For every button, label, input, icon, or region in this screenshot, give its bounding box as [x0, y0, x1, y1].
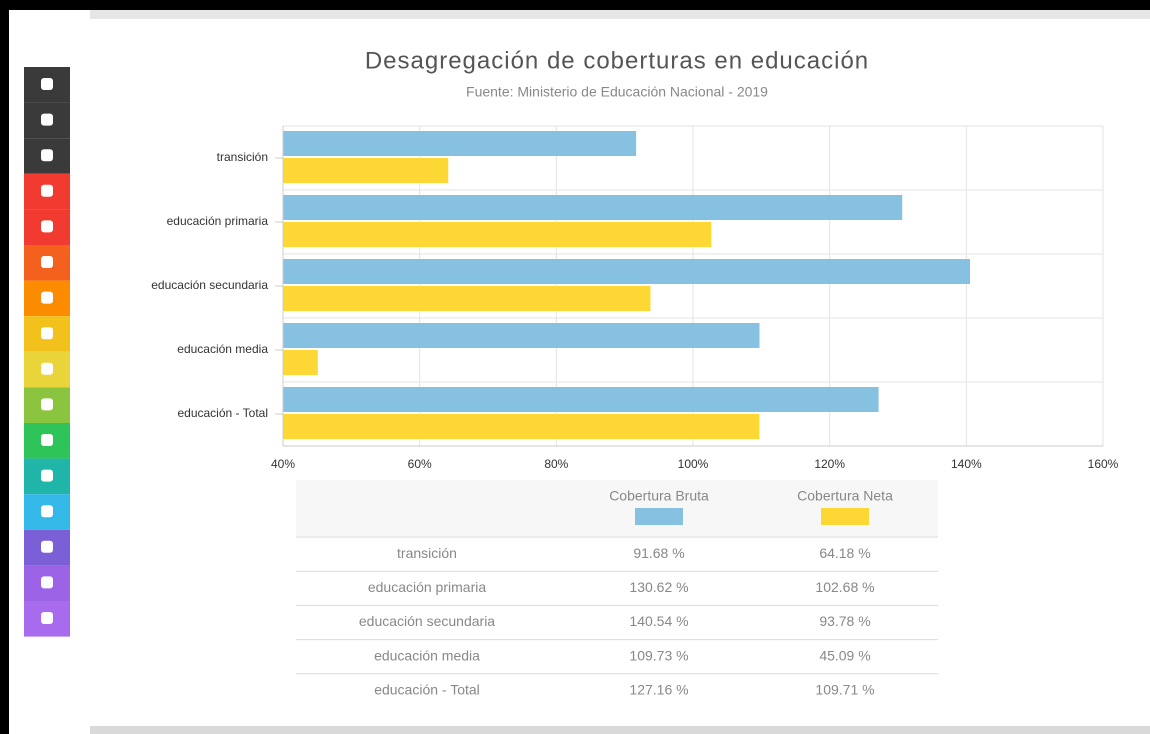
cell-value: 93.78 %	[819, 613, 870, 629]
row-label: transición	[397, 545, 457, 561]
sidebar-icon	[41, 576, 53, 589]
bar	[283, 414, 760, 439]
cell-value: 91.68 %	[633, 545, 684, 561]
cell-value: 140.54 %	[629, 613, 688, 629]
x-tick-label: 100%	[678, 457, 709, 471]
bar	[283, 286, 651, 311]
sidebar-icon	[41, 505, 53, 518]
sidebar-icon	[41, 220, 53, 233]
x-tick-label: 80%	[544, 457, 568, 471]
bar	[283, 195, 903, 220]
sidebar-icon	[41, 113, 53, 126]
bottom-shadow	[90, 726, 1150, 734]
top-shadow	[90, 10, 1150, 19]
bar	[283, 158, 449, 183]
legend-label: Cobertura Neta	[797, 488, 893, 504]
cell-value: 127.16 %	[629, 682, 688, 698]
sidebar-icon	[41, 291, 53, 304]
x-tick-label: 160%	[1088, 457, 1119, 471]
x-tick-label: 140%	[951, 457, 982, 471]
sidebar-icon	[41, 434, 53, 446]
x-tick-label: 120%	[814, 457, 845, 471]
bar	[283, 387, 879, 412]
bar	[283, 350, 318, 375]
plot: 40% 60% 80% 100% 120% 140% 160% transición educa…	[151, 125, 1119, 471]
top-border	[0, 0, 1150, 10]
y-tick-label: educación - Total	[177, 406, 268, 420]
sidebar-icon	[41, 78, 53, 90]
sidebar-icon	[41, 398, 53, 411]
sidebar-icon	[41, 184, 53, 197]
sidebar-icon	[41, 149, 53, 162]
left-border	[0, 0, 9, 734]
row-label: educación - Total	[374, 682, 480, 698]
sidebar-icon	[41, 327, 53, 340]
sidebar	[24, 67, 70, 637]
sidebar-icon	[41, 362, 53, 375]
legend-label: Cobertura Bruta	[609, 488, 709, 504]
y-tick-label: transición	[217, 150, 268, 164]
cell-value: 102.68 %	[815, 579, 874, 595]
cell-value: 130.62 %	[629, 579, 688, 595]
cell-value: 45.09 %	[819, 647, 870, 663]
y-tick-label: educación primaria	[167, 214, 269, 228]
row-label: educación secundaria	[359, 613, 495, 629]
sidebar-icon	[41, 469, 53, 482]
data-table: Cobertura Bruta Cobertura Neta transición 9…	[296, 480, 938, 698]
x-tick-label: 60%	[408, 457, 432, 471]
y-tick-label: educación media	[177, 342, 268, 356]
bar	[283, 259, 971, 284]
row-label: educación media	[374, 647, 480, 663]
sidebar-icon	[41, 540, 53, 553]
legend-swatch	[821, 508, 869, 525]
chart-title: Desagregación de coberturas en educación	[365, 47, 869, 74]
bar	[283, 323, 760, 348]
bar	[283, 131, 637, 156]
row-label: educación primaria	[368, 579, 486, 595]
sidebar-icon	[41, 612, 53, 624]
y-tick-label: educación secundaria	[151, 278, 268, 292]
chart-subtitle: Fuente: Ministerio de Educación Nacional…	[466, 84, 768, 100]
bar	[283, 222, 712, 247]
legend-swatch	[635, 508, 683, 525]
sidebar-icon	[41, 256, 53, 268]
cell-value: 109.71 %	[815, 682, 874, 698]
cell-value: 64.18 %	[819, 545, 870, 561]
x-tick-label: 40%	[271, 457, 295, 471]
cell-value: 109.73 %	[629, 647, 688, 663]
